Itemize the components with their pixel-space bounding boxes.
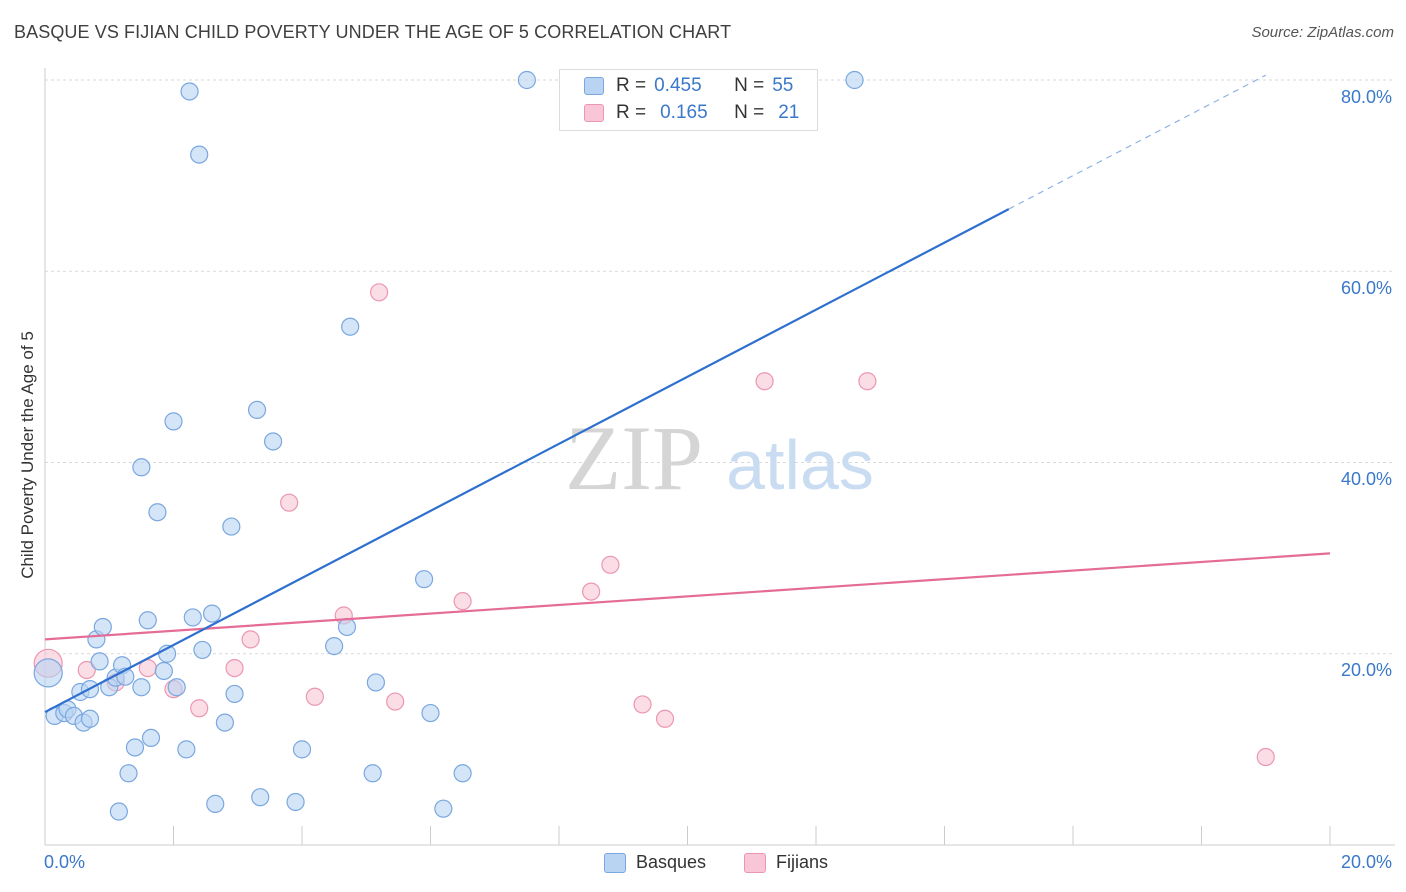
y-tick-20: 20.0% (1340, 660, 1392, 680)
basque-r-value: 0.455 (654, 75, 702, 96)
fijian-n-value: 21 (778, 102, 800, 123)
basque-point (366, 673, 385, 692)
basque-trend-line (44, 208, 1010, 714)
basque-point (337, 617, 357, 637)
x-tick-min: 0.0% (44, 852, 86, 872)
fijian-point (655, 709, 675, 728)
basque-point (222, 517, 241, 536)
basque-point (90, 652, 109, 671)
x-tick-max: 20.0% (1340, 852, 1392, 872)
basque-point (263, 432, 283, 451)
fijian-swatch (584, 104, 604, 122)
basque-point (109, 802, 128, 821)
basque-point (119, 764, 138, 783)
fijian-r-value: 0.165 (660, 102, 708, 123)
fijian-point (858, 372, 877, 391)
basque-point (414, 570, 434, 589)
basque-point (286, 792, 305, 812)
basque-point (206, 794, 225, 813)
basque-point (421, 703, 440, 723)
basque-point (434, 799, 453, 818)
basque-point (180, 82, 199, 101)
fijian-point (582, 582, 601, 601)
basque-point (125, 738, 145, 757)
legend-row-fijians: R = 0.165 N = 21 (584, 101, 799, 125)
legend-row-basques: R = 0.455 N = 55 (584, 74, 793, 98)
basque-point (517, 70, 536, 90)
basque-point (453, 764, 472, 783)
watermark-zip: ZIP (565, 407, 703, 509)
basques-legend-swatch (604, 852, 626, 873)
basque-point (164, 412, 183, 431)
fijian-point (633, 695, 652, 714)
y-tick-60: 60.0% (1340, 278, 1392, 298)
basque-point (93, 617, 112, 637)
basque-point (845, 70, 864, 90)
watermark-atlas: atlas (726, 426, 874, 504)
bottom-legend-basques: Basques (604, 852, 706, 873)
watermark: ZIP atlas (565, 407, 874, 509)
basque-point (154, 661, 173, 681)
basque-point (292, 740, 312, 759)
basque-point (167, 678, 186, 697)
basque-point (363, 764, 382, 783)
basque-point (148, 503, 167, 522)
basque-trend-extension (1008, 74, 1267, 210)
basque-point (247, 400, 267, 420)
basque-n-label: N = (734, 75, 765, 96)
trend-lines (44, 74, 1331, 714)
fijian-point (1256, 747, 1275, 767)
basque-point (341, 317, 360, 336)
basque-point (202, 604, 222, 623)
basque-point (80, 709, 100, 728)
basque-point (177, 740, 196, 759)
fijians-legend-swatch (744, 852, 766, 873)
fijian-point (305, 687, 324, 706)
basque-point (183, 608, 202, 627)
bottom-legend-fijians: Fijians (744, 852, 828, 873)
fijian-point (601, 555, 620, 574)
chart-title: BASQUE VS FIJIAN CHILD POVERTY UNDER THE… (14, 22, 732, 42)
fijian-point (453, 592, 472, 611)
fijian-point (190, 699, 209, 718)
fijian-point (386, 692, 405, 711)
basque-r-label: R = (616, 75, 647, 96)
fijian-point (241, 630, 260, 649)
grid-lines (45, 79, 1395, 655)
basques-legend-label: Basques (636, 852, 707, 872)
basque-point (225, 684, 244, 704)
fijian-n-label: N = (734, 102, 765, 123)
axes (44, 68, 1395, 846)
basque-n-value: 55 (772, 75, 794, 96)
basque-point (325, 636, 344, 656)
basque-point (251, 788, 270, 807)
basque-swatch (584, 77, 604, 95)
basque-point (138, 611, 157, 630)
fijian-point (77, 660, 96, 680)
basque-point (141, 728, 161, 748)
fijian-r-label: R = (616, 102, 647, 123)
y-tick-80: 80.0% (1340, 87, 1392, 107)
fijian-point (280, 493, 299, 512)
basque-point (215, 713, 234, 732)
basque-point (132, 458, 151, 477)
basque-point (193, 640, 212, 660)
source-label: Source: ZipAtlas.com (1251, 24, 1394, 41)
basque-point (132, 678, 151, 697)
y-tick-40: 40.0% (1340, 469, 1392, 489)
fijian-point (370, 283, 389, 302)
fijian-trend-line (44, 552, 1331, 641)
fijian-point (755, 372, 774, 391)
fijian-points (33, 283, 1275, 767)
basque-point (190, 145, 209, 164)
correlation-legend: R = 0.455 N = 55 R = 0.165 N = 21 (559, 69, 818, 131)
fijians-legend-label: Fijians (776, 852, 829, 872)
basque-point (33, 658, 63, 688)
fijian-point (225, 658, 244, 678)
